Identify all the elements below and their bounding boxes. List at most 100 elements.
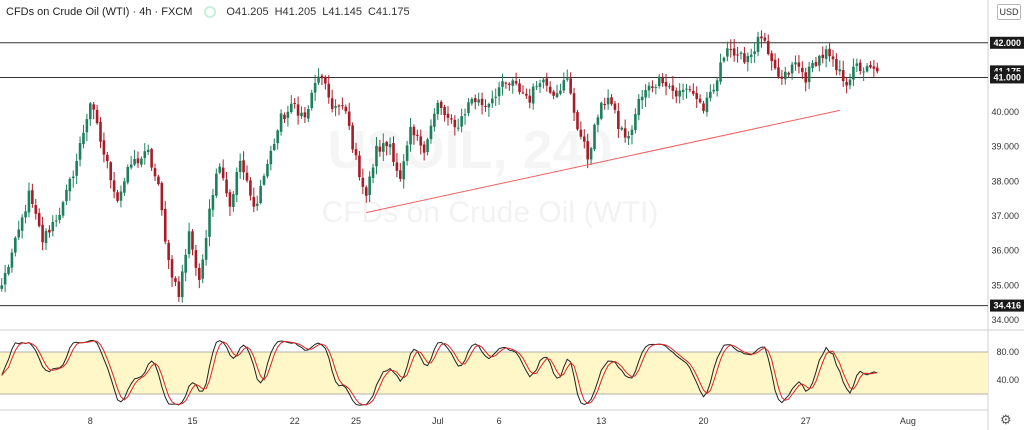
candle-body[interactable]: [698, 98, 702, 103]
candle-body[interactable]: [126, 166, 130, 183]
candle-body[interactable]: [235, 171, 239, 195]
candle-body[interactable]: [99, 122, 102, 142]
candle-body[interactable]: [68, 178, 72, 192]
candle-body[interactable]: [565, 78, 569, 80]
candle-body[interactable]: [221, 167, 225, 179]
candle-body[interactable]: [709, 91, 712, 99]
candle-body[interactable]: [310, 92, 314, 109]
candle-body[interactable]: [136, 158, 140, 164]
candle-body[interactable]: [487, 103, 491, 108]
candle-body[interactable]: [623, 128, 627, 138]
candle-body[interactable]: [644, 90, 647, 98]
candle-body[interactable]: [242, 160, 245, 173]
candle-body[interactable]: [289, 103, 293, 113]
candle-body[interactable]: [358, 155, 361, 178]
candle-body[interactable]: [528, 95, 532, 103]
candle-body[interactable]: [572, 93, 576, 113]
candle-body[interactable]: [872, 66, 876, 69]
candle-body[interactable]: [719, 62, 722, 82]
candle-body[interactable]: [364, 187, 368, 196]
candle-body[interactable]: [473, 98, 477, 103]
candle-body[interactable]: [766, 41, 770, 55]
candle-body[interactable]: [208, 208, 211, 237]
candle-body[interactable]: [555, 93, 559, 98]
candle-body[interactable]: [143, 151, 147, 159]
candle-body[interactable]: [160, 183, 164, 211]
candle-body[interactable]: [300, 112, 303, 117]
candle-body[interactable]: [238, 160, 242, 173]
candle-body[interactable]: [388, 144, 392, 148]
candle-body[interactable]: [637, 98, 641, 116]
candle-body[interactable]: [344, 106, 348, 112]
candle-body[interactable]: [743, 53, 746, 63]
candle-body[interactable]: [589, 148, 593, 160]
candle-body[interactable]: [678, 90, 681, 97]
candle-body[interactable]: [153, 168, 157, 177]
candle-body[interactable]: [58, 214, 61, 220]
candle-body[interactable]: [116, 192, 119, 201]
candle-body[interactable]: [283, 114, 286, 120]
candle-body[interactable]: [460, 116, 463, 127]
candle-body[interactable]: [7, 266, 10, 274]
candle-body[interactable]: [184, 254, 187, 273]
candle-body[interactable]: [194, 250, 198, 268]
candle-body[interactable]: [112, 180, 116, 192]
candle-body[interactable]: [119, 191, 123, 201]
candle-body[interactable]: [201, 259, 205, 279]
candle-body[interactable]: [790, 64, 794, 74]
candle-body[interactable]: [88, 103, 92, 120]
candle-body[interactable]: [770, 53, 773, 62]
candle-body[interactable]: [204, 238, 208, 260]
candle-body[interactable]: [307, 108, 310, 119]
candle-body[interactable]: [354, 149, 358, 156]
candle-body[interactable]: [252, 196, 256, 207]
candle-body[interactable]: [129, 164, 133, 168]
candle-body[interactable]: [685, 88, 688, 90]
candle-body[interactable]: [722, 57, 726, 62]
candle-body[interactable]: [163, 208, 167, 242]
candle-body[interactable]: [399, 170, 402, 179]
candle-body[interactable]: [341, 105, 344, 107]
candle-body[interactable]: [501, 81, 504, 87]
candle-body[interactable]: [841, 70, 845, 82]
candle-body[interactable]: [123, 181, 126, 193]
candle-body[interactable]: [508, 83, 511, 86]
candle-body[interactable]: [351, 125, 354, 150]
candle-body[interactable]: [627, 135, 630, 139]
candle-body[interactable]: [65, 189, 68, 202]
candle-body[interactable]: [518, 83, 521, 93]
candle-body[interactable]: [726, 48, 729, 57]
candle-body[interactable]: [538, 83, 542, 87]
candle-body[interactable]: [324, 77, 327, 84]
candle-body[interactable]: [225, 179, 228, 194]
candle-body[interactable]: [596, 117, 600, 125]
candle-body[interactable]: [20, 217, 24, 231]
candle-body[interactable]: [320, 75, 324, 79]
candle-body[interactable]: [92, 104, 95, 110]
candle-body[interactable]: [85, 119, 89, 133]
candle-body[interactable]: [674, 90, 678, 97]
candle-body[interactable]: [259, 185, 262, 203]
symbol-title[interactable]: CFDs on Crude Oil (WTI) · 4h · FXCM: [6, 6, 193, 18]
candle-body[interactable]: [732, 48, 736, 56]
candle-body[interactable]: [180, 271, 184, 298]
candle-body[interactable]: [552, 91, 555, 96]
candle-body[interactable]: [760, 36, 763, 39]
candle-body[interactable]: [146, 149, 150, 153]
candle-body[interactable]: [82, 132, 85, 145]
candle-body[interactable]: [865, 66, 869, 72]
candle-body[interactable]: [450, 118, 453, 120]
candle-body[interactable]: [419, 136, 423, 146]
candle-body[interactable]: [187, 231, 191, 255]
candle-body[interactable]: [71, 176, 75, 179]
candle-body[interactable]: [821, 54, 825, 59]
candle-body[interactable]: [504, 82, 508, 84]
candle-body[interactable]: [777, 67, 780, 77]
candle-body[interactable]: [375, 145, 378, 167]
candle-body[interactable]: [439, 101, 443, 108]
candle-body[interactable]: [869, 64, 872, 68]
candle-body[interactable]: [797, 62, 801, 67]
candle-body[interactable]: [44, 230, 48, 244]
candle-body[interactable]: [211, 195, 215, 210]
candle-body[interactable]: [446, 113, 450, 118]
